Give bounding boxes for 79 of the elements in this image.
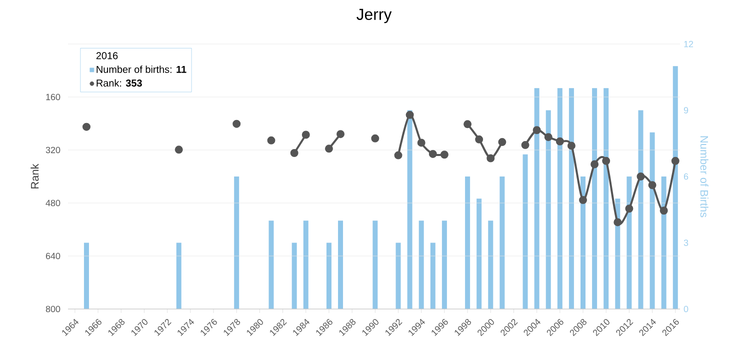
point xyxy=(394,151,402,160)
bar xyxy=(604,88,609,309)
legend-title: 2016 xyxy=(96,52,118,60)
bar xyxy=(638,110,644,309)
point xyxy=(371,134,380,142)
bar xyxy=(557,88,562,309)
point xyxy=(660,206,668,215)
point xyxy=(544,133,552,142)
point xyxy=(440,150,448,159)
bar xyxy=(303,220,308,309)
point xyxy=(486,154,495,162)
y-tick-label: 800 xyxy=(46,306,60,312)
bar xyxy=(650,132,655,309)
bar xyxy=(672,66,678,309)
y2-tick-label: 6 xyxy=(684,173,688,180)
point xyxy=(602,156,610,165)
point xyxy=(521,141,530,150)
point xyxy=(475,135,484,144)
point xyxy=(174,146,183,154)
y-axis-title: Rank xyxy=(30,164,39,188)
y-tick-label: 640 xyxy=(46,252,60,260)
point xyxy=(324,144,333,153)
y2-axis-title: Number of Births xyxy=(700,136,708,218)
point xyxy=(267,136,276,144)
y-tick-label: 320 xyxy=(46,146,60,154)
point xyxy=(498,138,506,146)
point xyxy=(614,218,622,226)
bar xyxy=(465,176,470,309)
y-tick-label: 480 xyxy=(46,200,60,206)
point xyxy=(648,181,656,190)
point xyxy=(671,156,680,165)
bar xyxy=(626,176,632,309)
y2-tick-label: 12 xyxy=(684,40,694,48)
bar xyxy=(476,198,482,309)
bar xyxy=(326,242,332,309)
bar xyxy=(568,88,574,309)
bar xyxy=(488,220,494,309)
point xyxy=(406,110,414,119)
point xyxy=(464,120,472,128)
bar xyxy=(396,242,401,309)
bar xyxy=(338,220,344,309)
point xyxy=(336,130,345,138)
point xyxy=(636,172,645,181)
bar xyxy=(234,176,240,309)
point xyxy=(302,130,310,139)
bar xyxy=(407,110,412,309)
y2-tick-label: 9 xyxy=(684,107,688,114)
point xyxy=(590,160,599,168)
bar xyxy=(546,110,551,309)
bar xyxy=(372,220,378,309)
point xyxy=(290,148,298,157)
y2-tick-label: 3 xyxy=(684,240,688,246)
point xyxy=(417,138,426,147)
bar xyxy=(418,220,424,309)
bar xyxy=(292,242,297,309)
point xyxy=(567,142,576,150)
bar xyxy=(442,220,447,309)
bar xyxy=(580,176,586,309)
bar xyxy=(534,88,540,309)
point xyxy=(532,126,541,134)
bar xyxy=(661,176,666,309)
point xyxy=(625,204,634,213)
point xyxy=(579,196,588,204)
bar xyxy=(176,242,182,309)
bar xyxy=(430,242,436,309)
bar xyxy=(268,220,274,309)
bar xyxy=(522,154,528,309)
point xyxy=(232,120,241,128)
legend-label: Number of births: 11 xyxy=(96,66,186,73)
legend-label: Rank: 353 xyxy=(96,79,142,87)
y-tick-label: 160 xyxy=(46,94,60,100)
y2-tick-label: 0 xyxy=(684,306,688,312)
bar xyxy=(500,176,505,309)
point xyxy=(428,150,437,158)
point xyxy=(82,122,90,131)
bar xyxy=(84,242,89,309)
point xyxy=(556,137,564,146)
bar xyxy=(592,88,598,309)
chart-title: Jerry xyxy=(356,8,392,24)
